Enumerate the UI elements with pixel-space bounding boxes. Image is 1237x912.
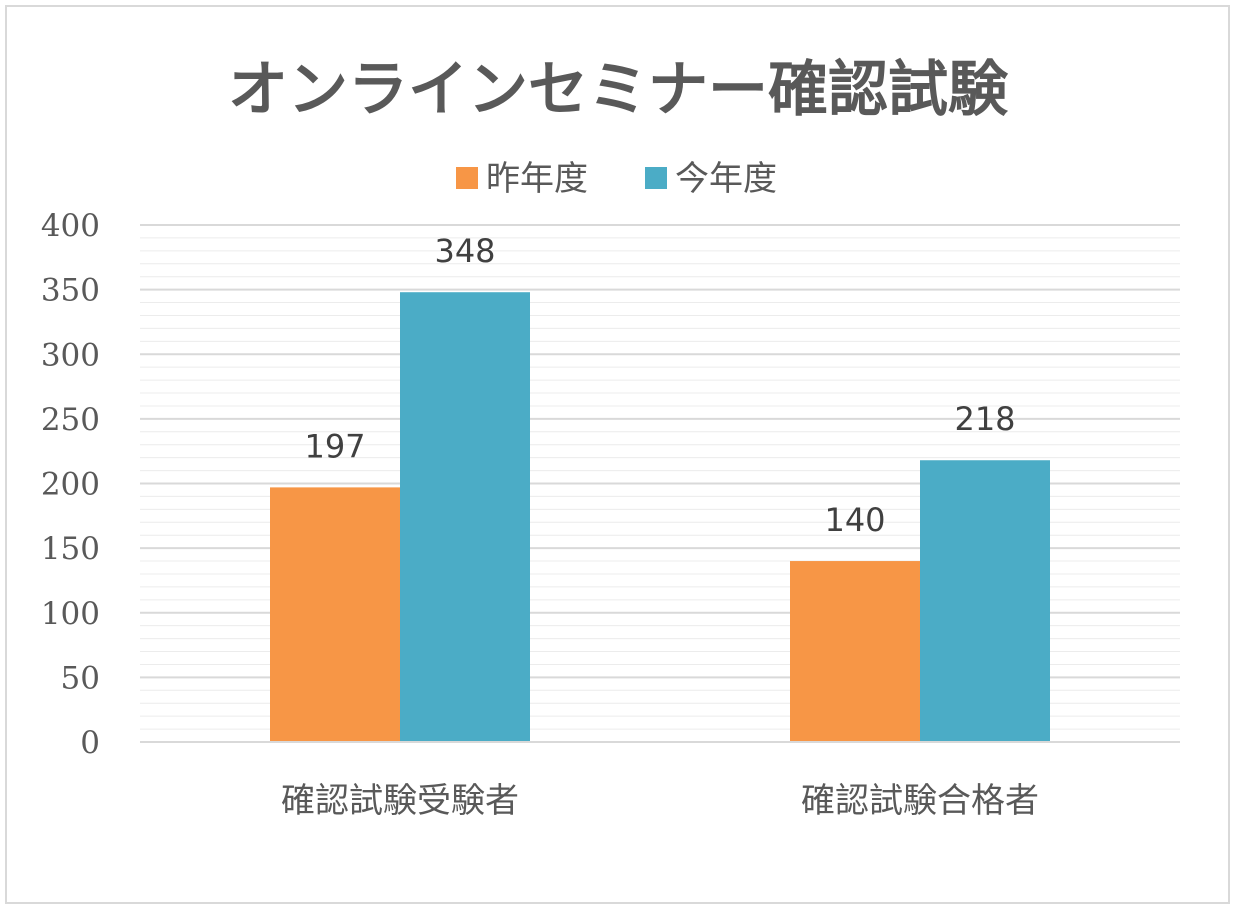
y-tick-label: 50 [61, 660, 100, 696]
y-tick-label: 350 [41, 273, 100, 309]
y-tick-label: 250 [41, 402, 100, 438]
legend-label-last-year: 昨年度 [486, 159, 588, 199]
data-label: 140 [824, 501, 885, 539]
bar-this-year-1 [400, 292, 530, 742]
chart-title: オンラインセミナー確認試験 [228, 55, 1009, 125]
x-category-label: 確認試験受験者 [281, 781, 519, 821]
bar-last-year-1 [270, 487, 400, 742]
y-tick-label: 200 [41, 467, 100, 503]
legend-swatch-last-year [456, 167, 478, 189]
bars [270, 292, 1050, 742]
bar-this-year-2 [920, 460, 1050, 742]
legend: 昨年度 今年度 [456, 159, 777, 199]
chart-frame [5, 5, 1230, 904]
data-label: 197 [304, 427, 365, 465]
y-tick-label: 100 [41, 596, 100, 632]
data-label: 218 [954, 400, 1015, 438]
bar-last-year-2 [790, 561, 920, 742]
y-axis-tick-labels: 0 50 100 150 200 250 300 350 400 [41, 208, 100, 761]
y-tick-label: 300 [41, 337, 100, 373]
x-axis-category-labels: 確認試験受験者 確認試験合格者 [281, 781, 1039, 821]
legend-label-this-year: 今年度 [675, 159, 777, 199]
data-labels: 197 348 140 218 [304, 232, 1015, 539]
y-tick-label: 400 [41, 208, 100, 244]
y-tick-label: 0 [80, 725, 100, 761]
x-category-label: 確認試験合格者 [801, 781, 1039, 821]
y-tick-label: 150 [41, 531, 100, 567]
legend-swatch-this-year [645, 167, 667, 189]
data-label: 348 [434, 232, 495, 270]
